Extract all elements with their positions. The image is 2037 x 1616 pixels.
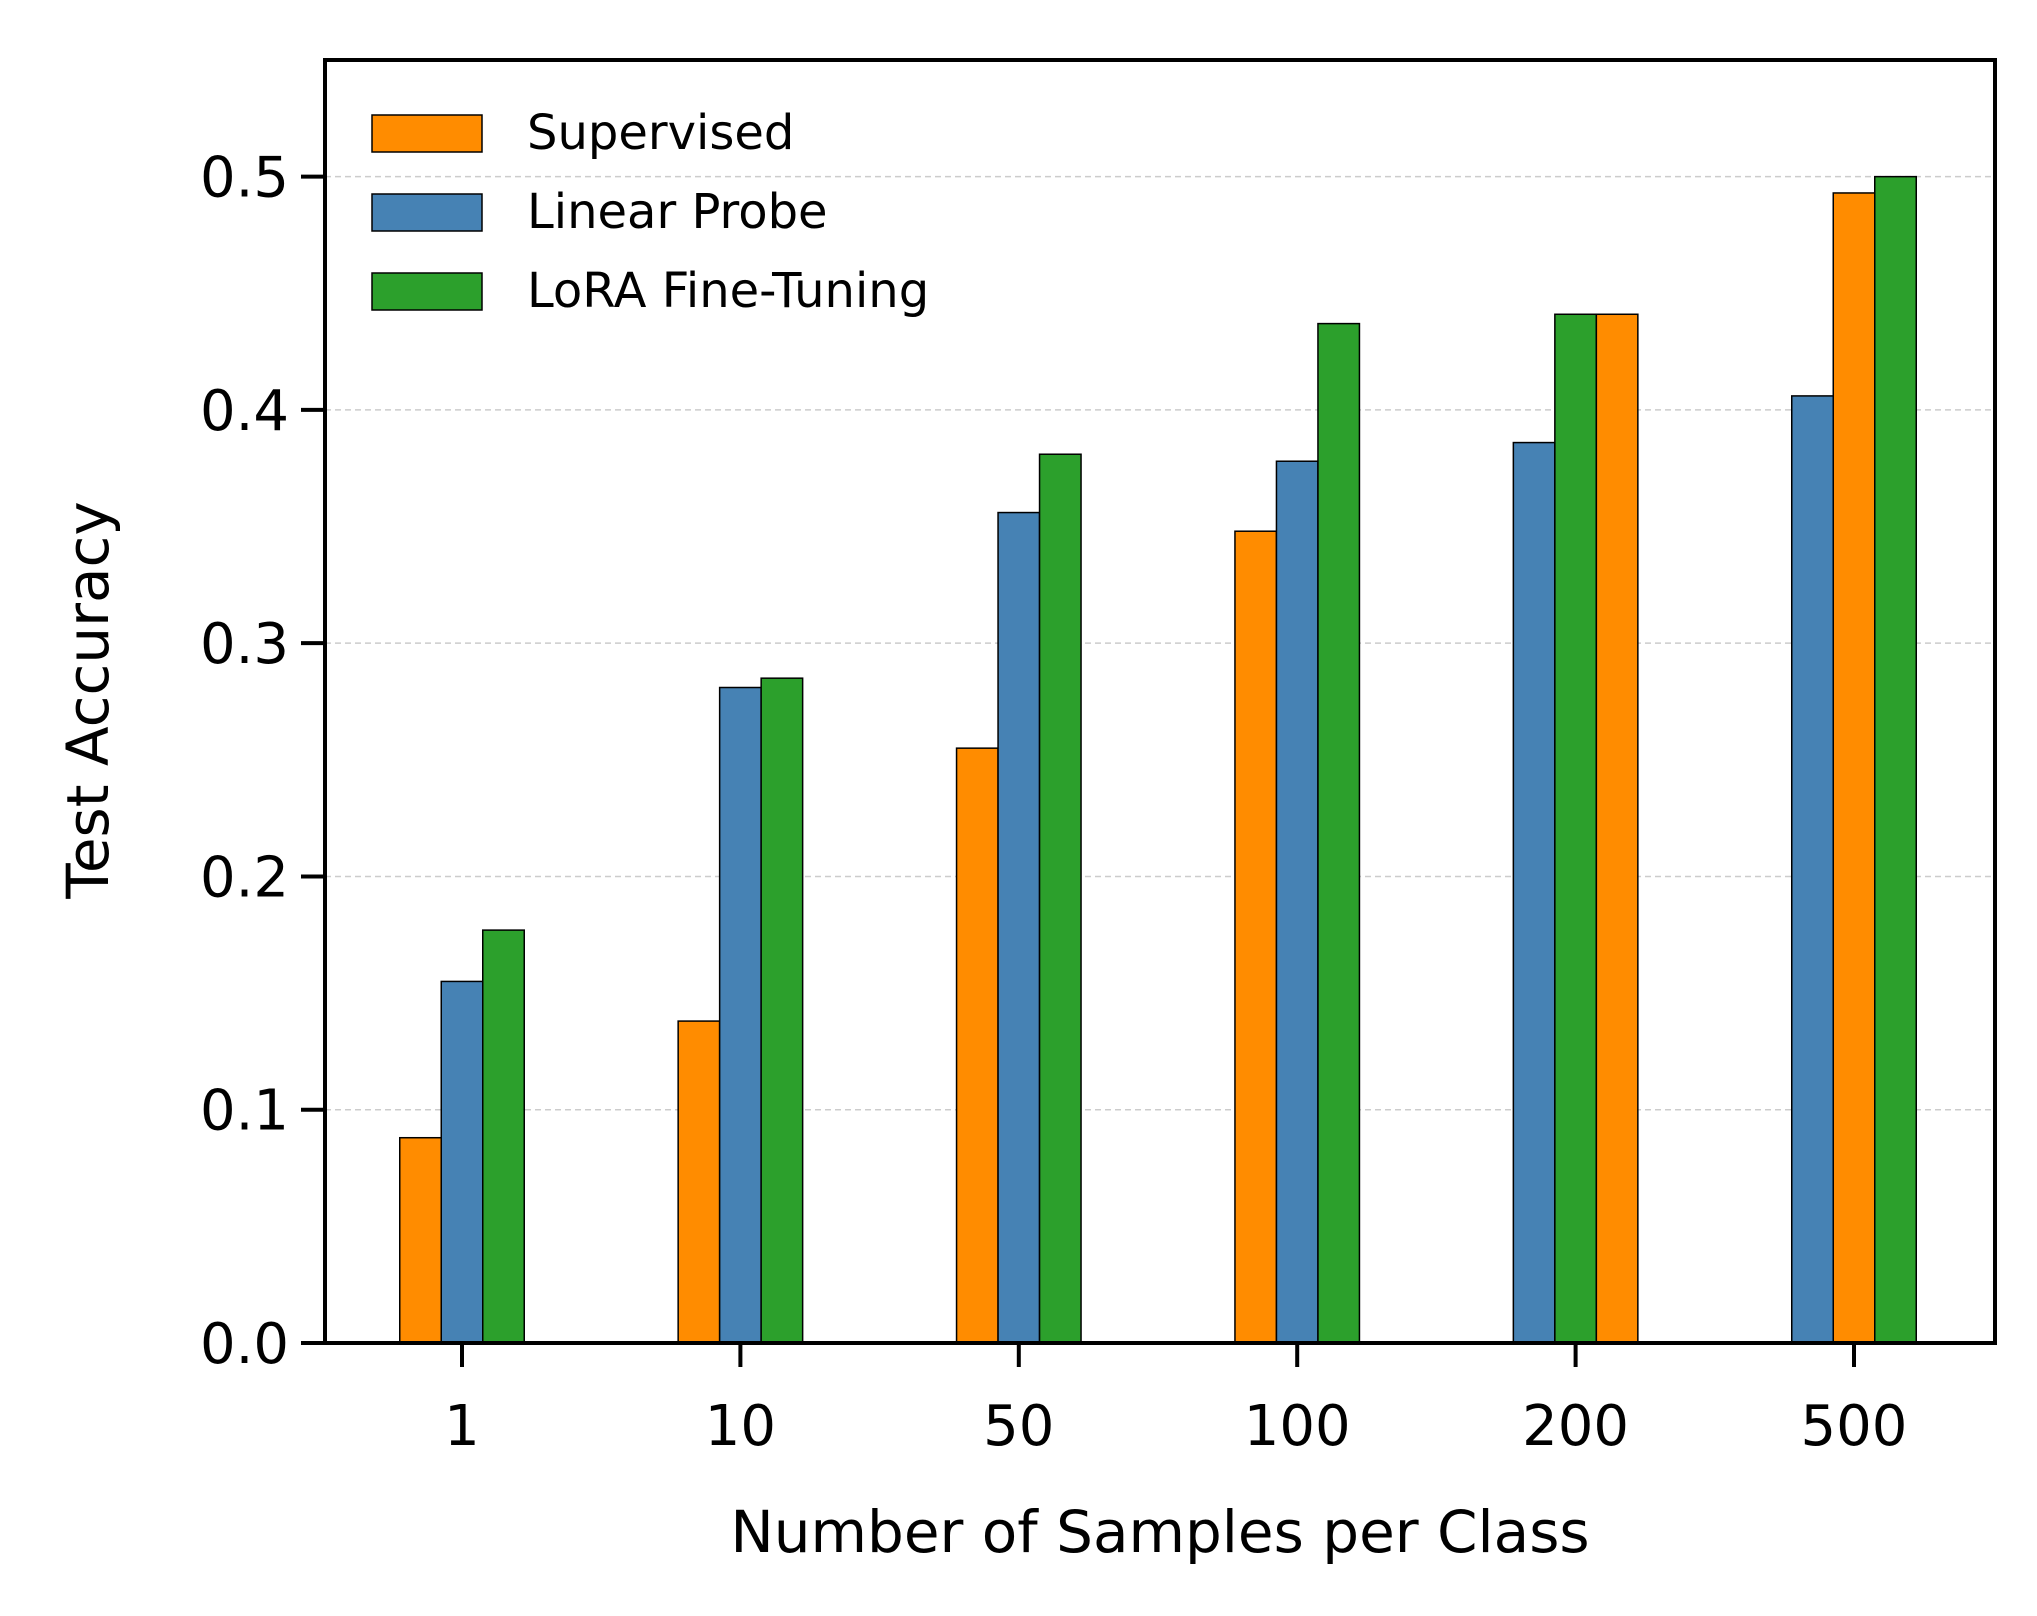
bar-linear-probe-500 [1791,395,1834,1344]
bar-linear-probe-200 [1512,441,1556,1344]
plot-frame [323,58,1997,1345]
x-tick-label: 200 [1522,1394,1629,1459]
legend-label: LoRA Fine-Tuning [527,263,929,319]
bar-supervised-500 [1832,192,1876,1344]
bar-supervised-50 [955,747,999,1344]
x-tick-label: 500 [1801,1394,1908,1459]
y-tick-label: 0.2 [200,845,289,910]
bar-lora-fine-tuning-100 [1317,322,1361,1344]
bars [399,175,1917,1344]
bar-supervised-1 [399,1136,442,1344]
y-tick-label: 0.5 [200,146,289,211]
bar-linear-probe-10 [718,686,762,1344]
x-tick-label: 100 [1244,1394,1351,1459]
bar-supervised-10 [677,1020,721,1344]
bar-linear-probe-50 [997,511,1041,1344]
y-tick-label: 0.1 [200,1079,289,1144]
bar-linear-probe-100 [1275,460,1319,1344]
x-tick-label: 10 [705,1394,776,1459]
bar-supervised-200 [1595,313,1639,1344]
legend-label: Linear Probe [527,184,828,240]
x-tick-label: 50 [983,1394,1054,1459]
bar-lora-fine-tuning-50 [1038,453,1082,1344]
x-axis-title: Number of Samples per Class [730,1498,1589,1566]
legend-swatch [371,193,483,232]
y-axis-title: Test Accuracy [54,501,122,899]
y-axis-ticks: 0.0 0.1 0.2 0.3 0.4 0.5 [200,146,325,1377]
y-tick-label: 0.4 [200,379,289,444]
legend-label: Supervised [527,105,794,161]
bar-lora-fine-tuning-500 [1874,175,1917,1344]
bar-supervised-100 [1234,530,1278,1344]
bar-lora-fine-tuning-1 [482,929,525,1344]
y-tick-label: 0.3 [200,612,289,677]
legend-swatch [371,114,483,153]
grid-lines [325,175,1995,1111]
legend-swatch [371,272,483,311]
legend: Supervised Linear Probe LoRA Fine-Tuning [371,105,929,319]
x-axis-ticks: 1 10 50 100 200 500 [444,1343,1907,1459]
bar-lora-fine-tuning-10 [760,677,804,1344]
y-tick-label: 0.0 [200,1312,289,1377]
bar-lora-fine-tuning-200 [1554,313,1598,1344]
x-tick-label: 1 [444,1394,480,1459]
bar-linear-probe-1 [440,980,484,1344]
